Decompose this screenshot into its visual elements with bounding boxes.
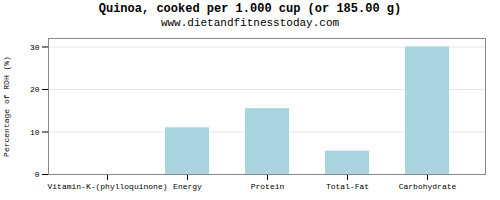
svg-text:Energy: Energy [173, 182, 202, 191]
svg-text:Protein: Protein [251, 182, 285, 191]
svg-text:Percentage of RDH (%): Percentage of RDH (%) [2, 56, 11, 157]
svg-text:30: 30 [30, 43, 40, 52]
html-text:Quinoa, cooked per 1.000 cup (: Quinoa, cooked per 1.000 cup (or 185.00 … [98, 2, 402, 16]
svg-text:20: 20 [30, 85, 40, 94]
svg-text:Total-Fat: Total-Fat [326, 182, 369, 191]
svg-text:Carbohydrate: Carbohydrate [399, 182, 457, 191]
svg-text:Vitamin-K-(phylloquinone): Vitamin-K-(phylloquinone) [47, 182, 167, 191]
svg-text:0: 0 [35, 170, 40, 179]
svg-text:10: 10 [30, 128, 40, 137]
html-text:www.dietandfitnesstoday.com: www.dietandfitnesstoday.com [160, 17, 340, 29]
